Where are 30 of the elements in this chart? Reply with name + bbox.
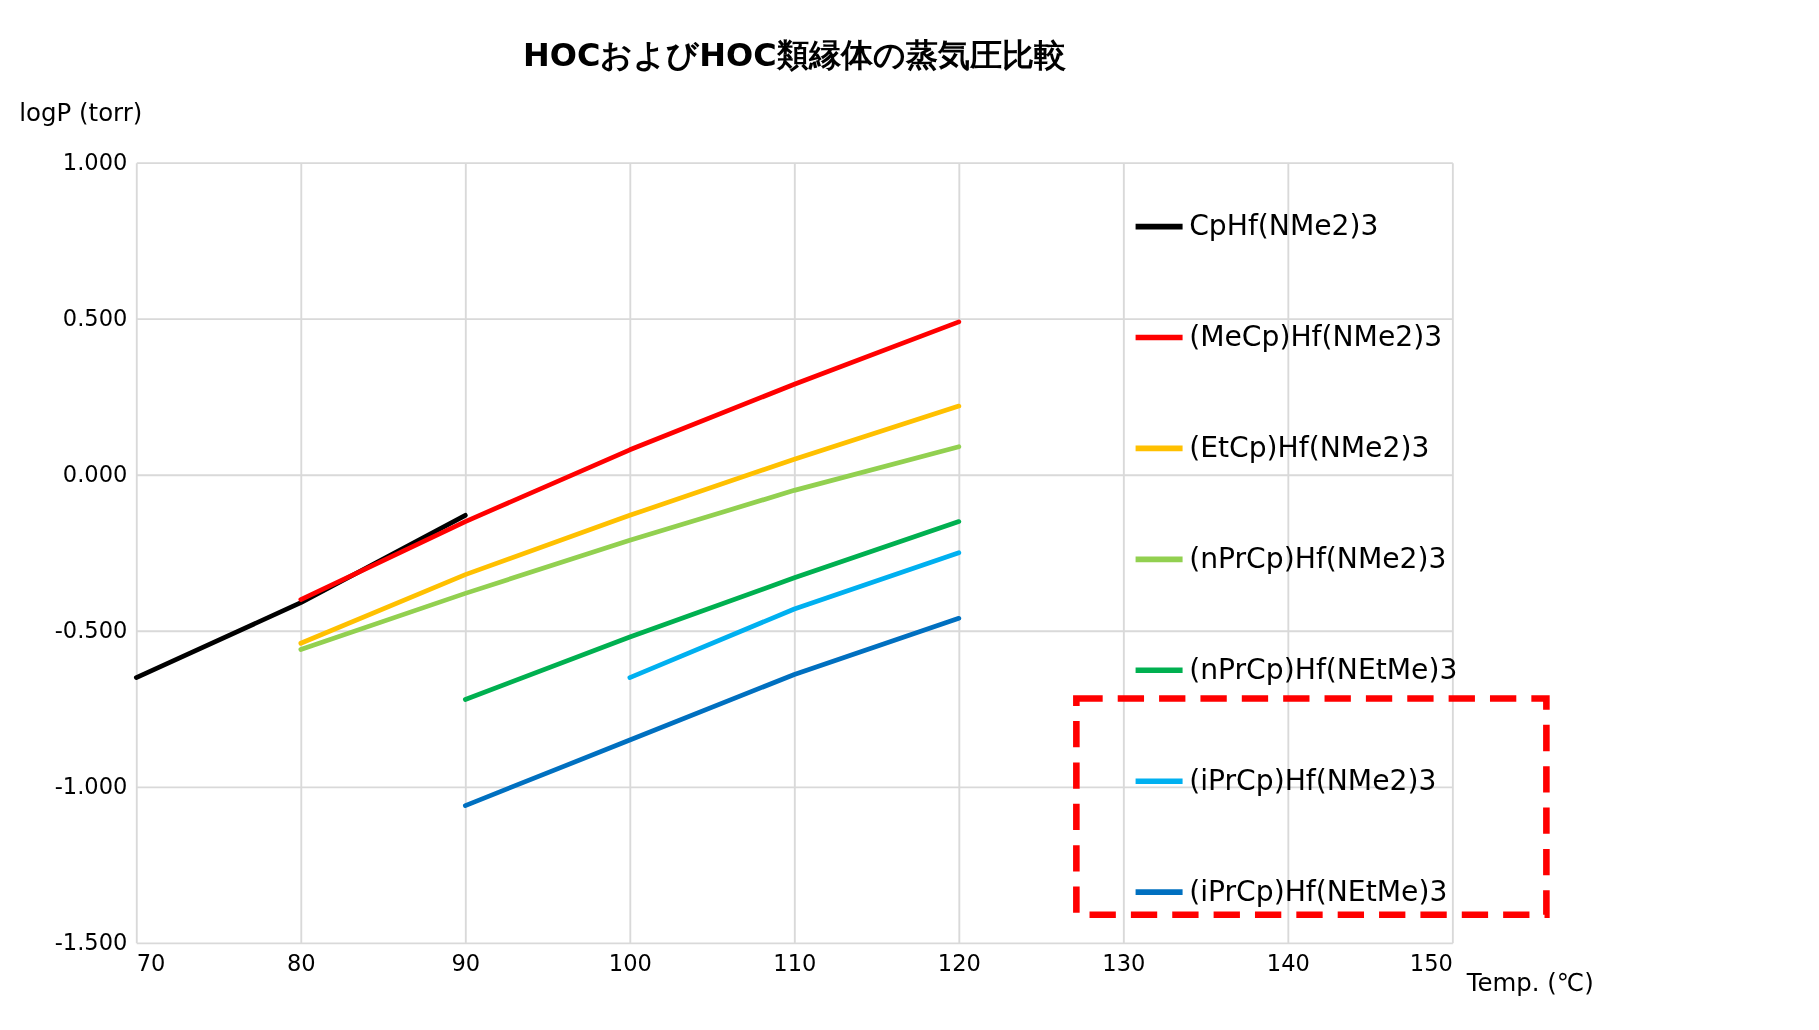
line-series	[462, 615, 962, 808]
legend-label: (nPrCp)Hf(NMe2)3	[1189, 541, 1447, 575]
legend-label: (MeCp)Hf(NMe2)3	[1189, 319, 1443, 353]
legend-label: (EtCp)Hf(NMe2)3	[1189, 430, 1430, 464]
x-tick-label: 130	[1102, 949, 1146, 976]
line-series	[298, 444, 962, 652]
x-tick-label: 140	[1266, 949, 1310, 976]
x-tick-label: 120	[937, 949, 981, 976]
x-axis-title: Temp. (℃)	[1465, 968, 1594, 998]
y-tick-label: 0.500	[62, 304, 128, 331]
line-series	[298, 319, 962, 602]
x-tick-label: 90	[451, 949, 481, 976]
x-tick-label: 110	[773, 949, 817, 976]
x-tick-label: 80	[286, 949, 316, 976]
y-tick-label: -0.500	[54, 616, 128, 643]
x-tick-label: 100	[608, 949, 652, 976]
legend-label: CpHf(NMe2)3	[1189, 209, 1379, 243]
legend-label: (iPrCp)Hf(NEtMe)3	[1189, 874, 1448, 908]
x-tick-label: 150	[1409, 949, 1453, 976]
legend-label: (iPrCp)Hf(NMe2)3	[1189, 763, 1437, 797]
x-tick-label: 70	[136, 949, 166, 976]
line-series	[298, 403, 962, 646]
legend-label: (nPrCp)Hf(NEtMe)3	[1189, 652, 1458, 686]
y-tick-label: -1.000	[54, 772, 128, 799]
y-tick-label: 1.000	[62, 148, 128, 175]
line-series	[462, 519, 962, 702]
y-tick-label: -1.500	[54, 928, 128, 955]
y-tick-label: 0.000	[62, 460, 128, 487]
y-axis-title: logP (torr)	[19, 97, 143, 127]
chart-title: HOCおよびHOC類縁体の蒸気圧比較	[522, 35, 1066, 74]
